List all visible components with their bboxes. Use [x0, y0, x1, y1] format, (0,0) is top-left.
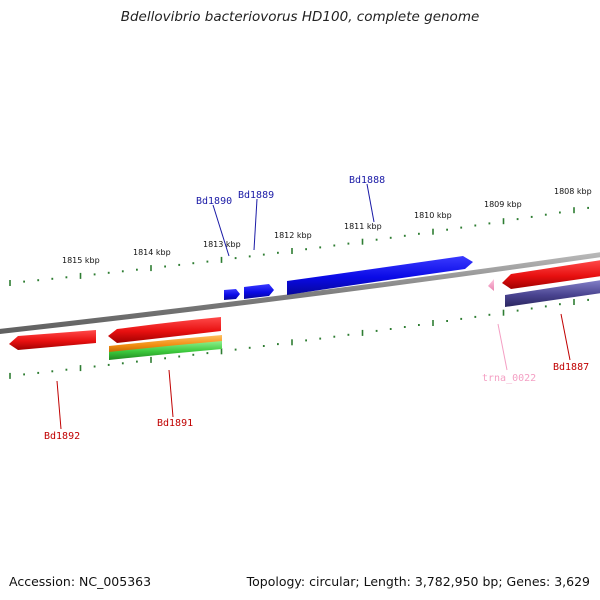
map-title: Bdellovibrio bacteriovorus HD100, comple…: [120, 9, 480, 25]
leader-bd1892: [56, 380, 62, 430]
scale-labels: 1815 kbp 1814 kbp 1813 kbp 1812 kbp 1811…: [62, 187, 592, 265]
label-bd1889: Bd1889: [238, 190, 274, 201]
gene-bd1887[interactable]: [502, 260, 600, 289]
scale-label-1810: 1810 kbp: [414, 211, 452, 220]
trna-0022-feature[interactable]: [488, 279, 494, 291]
label-bd1892: Bd1892: [44, 431, 80, 442]
gene-bd1892[interactable]: [9, 330, 96, 350]
leader-trna-0022: [497, 323, 508, 371]
accession-text: Accession: NC_005363: [9, 574, 152, 589]
scale-label-1811: 1811 kbp: [344, 222, 382, 231]
scale-label-1812: 1812 kbp: [274, 231, 312, 240]
gene-bd1888[interactable]: [287, 256, 473, 295]
gene-bd1891-green[interactable]: [109, 341, 222, 360]
label-bd1891: Bd1891: [157, 418, 193, 429]
inner-scale-ticks: [9, 298, 589, 379]
outer-scale-ticks: [9, 206, 589, 286]
scale-label-1814: 1814 kbp: [133, 248, 171, 257]
genome-backbone: [0, 252, 600, 334]
gene-bd1891[interactable]: [108, 317, 221, 343]
scale-label-1815: 1815 kbp: [62, 256, 100, 265]
genome-summary-text: Topology: circular; Length: 3,782,950 bp…: [246, 574, 590, 589]
scale-label-1808: 1808 kbp: [554, 187, 592, 196]
label-trna-0022: trna_0022: [482, 373, 536, 384]
label-leader-lines: [56, 183, 571, 430]
label-bd1887: Bd1887: [553, 362, 589, 373]
leader-bd1889: [253, 198, 258, 251]
scale-label-1809: 1809 kbp: [484, 200, 522, 209]
leader-bd1890: [212, 204, 230, 257]
gene-bd1890[interactable]: [224, 289, 240, 300]
label-bd1890: Bd1890: [196, 196, 232, 207]
leader-bd1888: [366, 183, 375, 223]
gene-bd1887-lower[interactable]: [505, 280, 600, 307]
scale-label-1813: 1813 kbp: [203, 240, 241, 249]
gene-bd1889[interactable]: [244, 284, 274, 299]
gene-labels: Bd1890 Bd1889 Bd1888 Bd1887 trna_0022 Bd…: [44, 175, 589, 442]
label-bd1888: Bd1888: [349, 175, 385, 186]
leader-bd1891: [168, 369, 174, 418]
leader-bd1887: [560, 313, 571, 361]
